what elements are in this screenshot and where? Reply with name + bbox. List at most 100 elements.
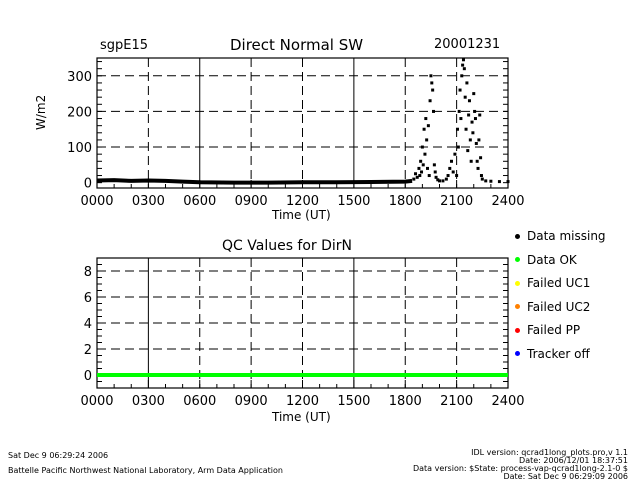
legend-marker-icon [515,327,520,333]
data-point [434,175,438,179]
lab-credit: Battelle Pacific Northwest National Labo… [8,466,283,475]
x-tick-label: 0000 [80,194,113,209]
x-tick-label: 2400 [491,394,524,409]
data-point [415,175,419,179]
x-tick-label: 2100 [440,194,473,209]
data-point [446,174,450,178]
data-point [438,179,441,183]
x-tick-label: 0300 [132,194,165,209]
data-point [455,127,459,131]
data-point [425,138,429,142]
data-point [469,159,473,163]
data-point [418,174,422,178]
data-point [472,92,476,96]
qc-x-axis-label: Time (UT) [272,410,331,424]
legend-label: Failed UC2 [527,299,591,314]
data-point [466,149,470,153]
legend-label: Data missing [527,229,606,243]
plot-frame [96,257,509,389]
x-tick-label: 2100 [440,394,473,409]
x-tick-label: 1800 [389,394,422,409]
legend-marker-icon [515,257,520,262]
x-tick-label: 0900 [235,394,268,409]
data-point [423,152,427,156]
data-point [467,99,471,103]
idl-date: Date: 2006/12/01 18:37:51 [519,456,628,465]
idl-version: IDL version: qcrad1long_plots.pro,v 1.1 [471,448,628,457]
legend-item: Tracker off [515,347,590,361]
legend-label: Tracker off [527,346,590,361]
data-point [431,88,435,92]
data-point [453,152,457,156]
run-date: Sat Dec 9 06:29:24 2006 [8,451,109,460]
y-tick-label: 0 [84,177,92,192]
x-tick-label: 2400 [491,194,524,209]
data-point [419,159,423,163]
x-tick-label: 0600 [183,194,216,209]
data-point [460,74,464,78]
data-point [471,131,475,135]
y-tick-label: 0 [84,369,92,384]
legend-item: Failed PP [515,323,580,337]
x-tick-label: 0600 [183,394,216,409]
date-label: 20001231 [434,37,501,52]
data-point [470,120,474,124]
data-date: Date: Sat Dec 9 06:29:09 2006 [503,472,628,481]
data-point [461,63,465,67]
x-tick-label: 1200 [286,194,319,209]
data-point [457,109,461,113]
data-point [427,174,431,178]
data-point [414,172,418,176]
data-point [432,109,436,113]
data-point [421,163,425,167]
data-point [463,95,467,99]
data-point [468,138,472,142]
data-point [412,177,416,181]
data-point [462,67,466,71]
data-point [489,179,493,183]
data-point [464,127,468,131]
data-point [478,113,482,117]
data-point [461,58,465,62]
legend-item: Data missing [515,229,606,243]
data-point [473,109,477,113]
data-point [456,145,460,149]
legend-item: Failed UC2 [515,300,590,314]
data-point [428,99,432,103]
x-axis-label: Time (UT) [272,208,331,222]
data-point [432,163,436,167]
legend-marker-icon [515,351,520,356]
data-point [465,81,469,85]
data-point [449,159,453,163]
legend-item: Data OK [515,253,577,267]
x-tick-label: 0300 [132,394,165,409]
y-tick-label: 4 [84,317,92,332]
y-tick-label: 2 [84,343,92,358]
x-tick-label: 0000 [80,394,113,409]
data-point [430,81,434,85]
data-point [426,166,430,170]
data-point [448,166,452,170]
qc-chart-title: QC Values for DirN [222,238,353,254]
baseline-series [96,178,413,185]
legend-marker-icon [515,280,520,286]
chart-title: Direct Normal SW [230,36,364,54]
data-point [497,180,501,184]
data-point [479,174,483,178]
data-point [420,170,424,174]
data-point [455,174,459,178]
data-point [475,159,479,163]
data-point [444,177,448,181]
data-version: Data version: $State: process-vap-qcrad1… [412,464,628,473]
data-point [476,166,480,170]
y-axis-label: W/m2 [34,94,48,130]
legend-label: Data OK [527,252,577,267]
data-point [480,177,484,181]
data-point [479,156,483,160]
legend-marker-icon [515,233,520,239]
data-point [458,88,462,92]
legend-label: Failed UC1 [527,276,591,290]
data-point [429,74,433,78]
data-point [477,138,481,142]
